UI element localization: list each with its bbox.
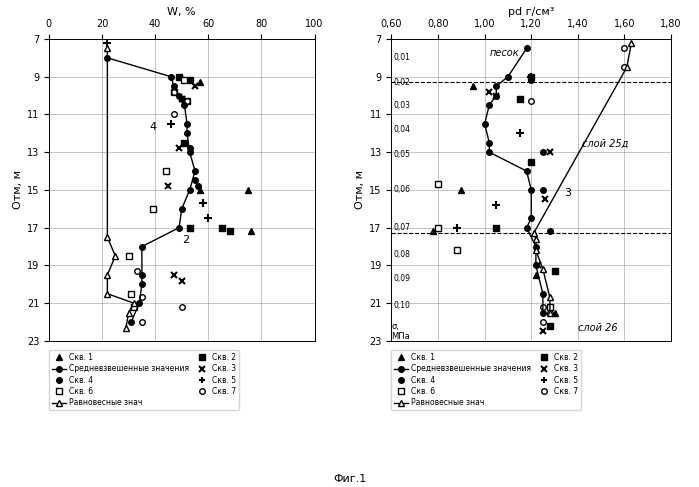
Text: 0,04: 0,04: [394, 125, 411, 134]
Text: σ,
МПа: σ, МПа: [391, 322, 410, 341]
Text: песок: песок: [489, 48, 519, 58]
Text: 2: 2: [182, 235, 189, 245]
Text: 0,03: 0,03: [394, 100, 411, 110]
Text: 3: 3: [564, 187, 571, 198]
Text: 0,06: 0,06: [394, 186, 411, 194]
X-axis label: pd г/см³: pd г/см³: [508, 7, 554, 17]
X-axis label: W, %: W, %: [168, 7, 196, 17]
Y-axis label: Отм, м: Отм, м: [13, 170, 22, 209]
Text: 0,09: 0,09: [394, 274, 411, 283]
Y-axis label: Отм, м: Отм, м: [355, 170, 365, 209]
Text: слой 26: слой 26: [578, 323, 617, 334]
Text: 0,01: 0,01: [394, 54, 410, 62]
Legend: Скв. 1, Средневзвешенные значения, Скв. 4, Скв. 6, Равновесные знач, Скв. 2, Скв: Скв. 1, Средневзвешенные значения, Скв. …: [49, 350, 239, 410]
Text: 0,02: 0,02: [394, 78, 410, 87]
Text: 0,08: 0,08: [394, 250, 410, 259]
Text: 0,05: 0,05: [394, 150, 411, 159]
Text: 0,07: 0,07: [394, 223, 411, 232]
Text: Фиг.1: Фиг.1: [333, 474, 366, 484]
Text: 0,10: 0,10: [394, 300, 410, 310]
Text: 4: 4: [150, 122, 157, 131]
Legend: Скв. 1, Средневзвешенные значения, Скв. 4, Скв. 6, Равновесные знач, Скв. 2, Скв: Скв. 1, Средневзвешенные значения, Скв. …: [391, 350, 582, 410]
Text: слой 25д: слой 25д: [582, 138, 629, 149]
